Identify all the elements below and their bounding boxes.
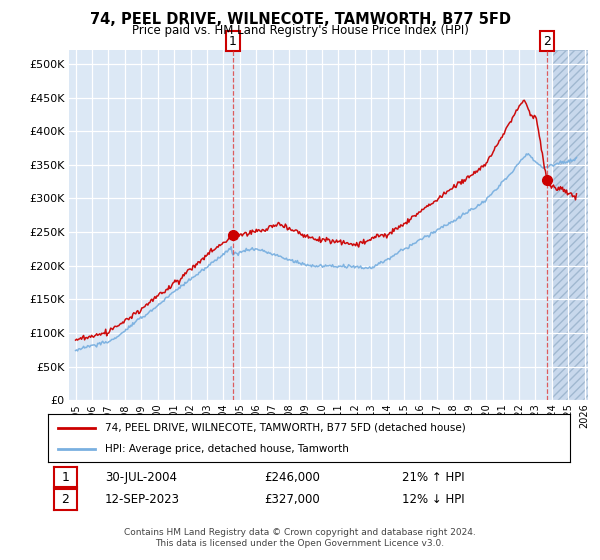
Text: 12-SEP-2023: 12-SEP-2023 <box>105 493 180 506</box>
Text: 21% ↑ HPI: 21% ↑ HPI <box>402 470 464 484</box>
Text: 2: 2 <box>543 35 551 48</box>
Text: 1: 1 <box>229 35 237 48</box>
Bar <box>552 50 600 400</box>
Text: 74, PEEL DRIVE, WILNECOTE, TAMWORTH, B77 5FD: 74, PEEL DRIVE, WILNECOTE, TAMWORTH, B77… <box>89 12 511 27</box>
Text: 74, PEEL DRIVE, WILNECOTE, TAMWORTH, B77 5FD (detached house): 74, PEEL DRIVE, WILNECOTE, TAMWORTH, B77… <box>106 423 466 433</box>
Text: £327,000: £327,000 <box>264 493 320 506</box>
Text: Price paid vs. HM Land Registry's House Price Index (HPI): Price paid vs. HM Land Registry's House … <box>131 24 469 36</box>
Text: 1: 1 <box>61 470 70 484</box>
Text: Contains HM Land Registry data © Crown copyright and database right 2024.
This d: Contains HM Land Registry data © Crown c… <box>124 528 476 548</box>
Bar <box>552 50 600 400</box>
Text: 30-JUL-2004: 30-JUL-2004 <box>105 470 177 484</box>
Text: HPI: Average price, detached house, Tamworth: HPI: Average price, detached house, Tamw… <box>106 444 349 454</box>
Text: 2: 2 <box>61 493 70 506</box>
Text: 12% ↓ HPI: 12% ↓ HPI <box>402 493 464 506</box>
Text: £246,000: £246,000 <box>264 470 320 484</box>
